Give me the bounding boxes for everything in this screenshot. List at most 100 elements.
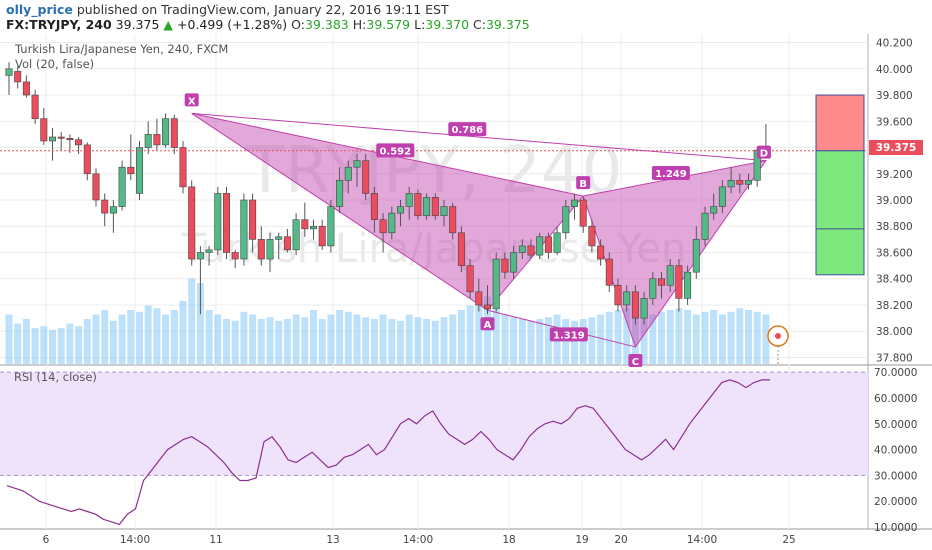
candle-body [66,138,74,140]
volume-bar [710,310,718,364]
up-arrow-icon: ▲ [163,17,174,32]
volume-bar [405,314,413,364]
volume-bar [379,314,387,364]
candle-body [544,236,552,253]
volume-bar [301,317,309,364]
rsi-line [6,379,770,526]
volume-bar [49,329,56,364]
rsi-tick-label: 50.0000 [874,419,917,431]
ratio-label: 1.249 [655,169,687,180]
candle-body [440,206,448,217]
volume-bar [109,320,117,364]
price-tick-label: 38.000 [876,326,913,338]
pattern-point-badge [756,145,771,159]
volume-bar [231,320,239,364]
last-price: 39.375 [115,17,160,32]
volume-bar [745,310,752,364]
ratio-label: 1.319 [553,330,585,341]
candle-body [309,225,317,230]
price-change: +0.499 (+1.28%) [177,17,288,32]
candle-body [170,118,178,148]
volume-bar [414,317,422,364]
candle-body [614,284,622,306]
time-tick-label: 6 [43,534,50,546]
candle-body [744,180,752,185]
volume-bar [658,311,665,364]
pattern-point-label: C [632,357,639,368]
candle-body [301,219,309,230]
volume-indicator-label: Vol (20, false) [15,57,94,71]
candle-body [75,139,83,146]
volume-layer [5,278,770,364]
volume-bar [597,314,605,364]
volume-bar [214,314,222,364]
candle-body [362,160,370,194]
candle-body [588,225,596,247]
volume-bar [188,278,196,364]
volume-bar [240,311,248,364]
open-value: 39.383 [305,17,349,32]
volume-bar [318,319,326,364]
candle-body [14,71,22,83]
volume-bar [475,301,483,364]
candle-body [240,199,248,260]
volume-bar [327,314,335,364]
volume-bar [571,320,578,364]
volume-bar [205,310,213,364]
open-label: O: [291,17,306,32]
low-value: 39.370 [425,17,470,32]
volume-bar [179,301,187,364]
pattern-point-badge [576,176,591,190]
time-tick-label: 19 [575,534,588,546]
volume-bar [196,283,204,364]
stop-loss-zone [815,94,865,152]
ratio-label: 0.786 [451,125,483,136]
volume-bar [727,311,735,364]
candle-body [101,199,109,214]
price-tick-label: 39.600 [876,116,913,128]
volume-bar [118,314,126,364]
volume-bar [544,317,552,364]
time-tick-label: 13 [326,534,339,546]
price-tick-label: 37.800 [876,352,913,364]
time-tick-label: 11 [209,534,222,546]
candle-body [48,136,56,142]
volume-bar [22,319,30,364]
volume-bar [127,310,135,364]
candle-body [483,304,491,310]
volume-bar [40,326,48,364]
candle-body [631,291,639,319]
symbol-label[interactable]: FX:TRYJPY, 240 [6,17,112,32]
rsi-tick-label: 70.0000 [874,367,917,379]
candle-body [118,166,126,207]
candle-body [370,193,378,220]
volume-bar [223,319,230,364]
volume-bar [344,311,352,364]
candle-body [405,193,413,207]
candle-body [275,236,283,240]
candle-body [283,236,291,251]
rsi-title: RSI (14, close) [14,370,97,384]
time-tick-label: 20 [614,534,627,546]
time-tick-label: 25 [782,534,795,546]
candle-body [553,232,561,253]
candle-body [518,245,526,253]
author-link[interactable]: olly_price [6,2,73,17]
pattern-point-label: X [188,96,196,107]
rsi-pane [0,371,868,526]
candle-body [605,258,613,286]
volume-bar [762,314,770,364]
candle-body [188,186,196,260]
candle-body [22,81,30,96]
price-tick-label: 39.000 [876,195,913,207]
rsi-tick-label: 60.0000 [874,393,917,405]
price-tick-label: 39.200 [876,169,913,181]
close-label: C: [473,17,486,32]
volume-bar [692,314,700,364]
volume-bar [370,319,378,364]
volume-bar [275,320,283,364]
high-label: H: [352,17,367,32]
candle-body [5,68,13,76]
ratio-badge [376,143,415,158]
